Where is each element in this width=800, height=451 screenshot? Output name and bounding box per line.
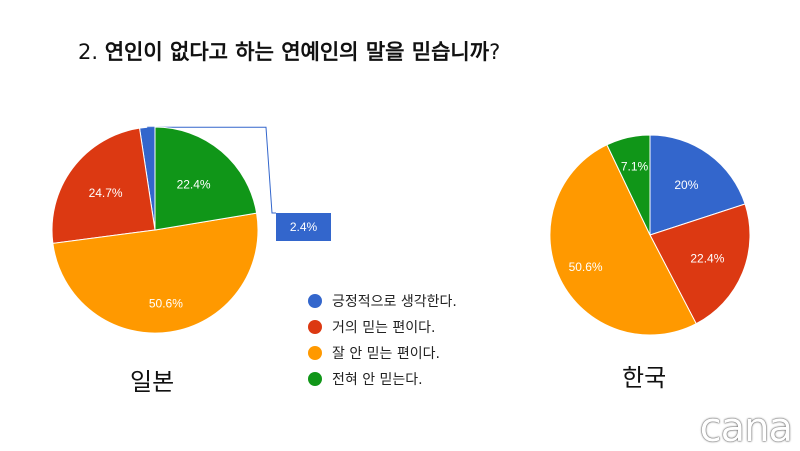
- legend-swatch: [308, 320, 322, 334]
- watermark-logo: cana: [699, 405, 793, 451]
- slice-label: 24.7%: [89, 186, 123, 200]
- pie-slice: [649, 134, 746, 236]
- pie-slice: [649, 203, 751, 325]
- legend-swatch: [308, 346, 322, 360]
- pie-slice: [154, 126, 258, 231]
- pie-slice: [606, 134, 651, 236]
- callout-leader-line: [147, 126, 276, 214]
- legend-item: 거의 믿는 편이다.: [308, 314, 457, 340]
- pie-slice: [52, 212, 259, 334]
- question-text: 연인이 없다고 하는 연예인의 말을 믿습니까: [104, 40, 490, 64]
- callout-box: [276, 213, 331, 241]
- callout-label: 2.4%: [290, 220, 318, 234]
- chart-label-korea: 한국: [622, 364, 667, 392]
- question-mark: ?: [489, 40, 501, 64]
- legend-swatch: [308, 294, 322, 308]
- slice-label: 7.1%: [621, 160, 649, 174]
- legend-item: 긍정적으로 생각한다.: [308, 288, 457, 314]
- legend-label: 전혀 안 믿는다.: [332, 372, 423, 388]
- pie-slice: [51, 127, 156, 244]
- legend-swatch: [308, 372, 322, 386]
- legend-item: 잘 안 믿는 편이다.: [308, 340, 457, 366]
- legend-item: 전혀 안 믿는다.: [308, 366, 457, 392]
- slice-label: 20%: [674, 178, 698, 192]
- question-number: 2.: [78, 40, 99, 64]
- legend-label: 긍정적으로 생각한다.: [332, 294, 457, 310]
- chart-label-japan: 일본: [130, 368, 175, 396]
- legend-label: 거의 믿는 편이다.: [332, 320, 436, 336]
- slice-label: 50.6%: [569, 260, 603, 274]
- legend-label: 잘 안 믿는 편이다.: [332, 346, 440, 362]
- page-title: 2. 연인이 없다고 하는 연예인의 말을 믿습니까?: [78, 36, 500, 66]
- slice-label: 50.6%: [149, 296, 183, 310]
- legend: 긍정적으로 생각한다. 거의 믿는 편이다. 잘 안 믿는 편이다. 전혀 안 …: [308, 288, 457, 392]
- slice-label: 22.4%: [177, 177, 211, 191]
- slice-label: 22.4%: [690, 251, 724, 265]
- pie-slice: [549, 144, 697, 336]
